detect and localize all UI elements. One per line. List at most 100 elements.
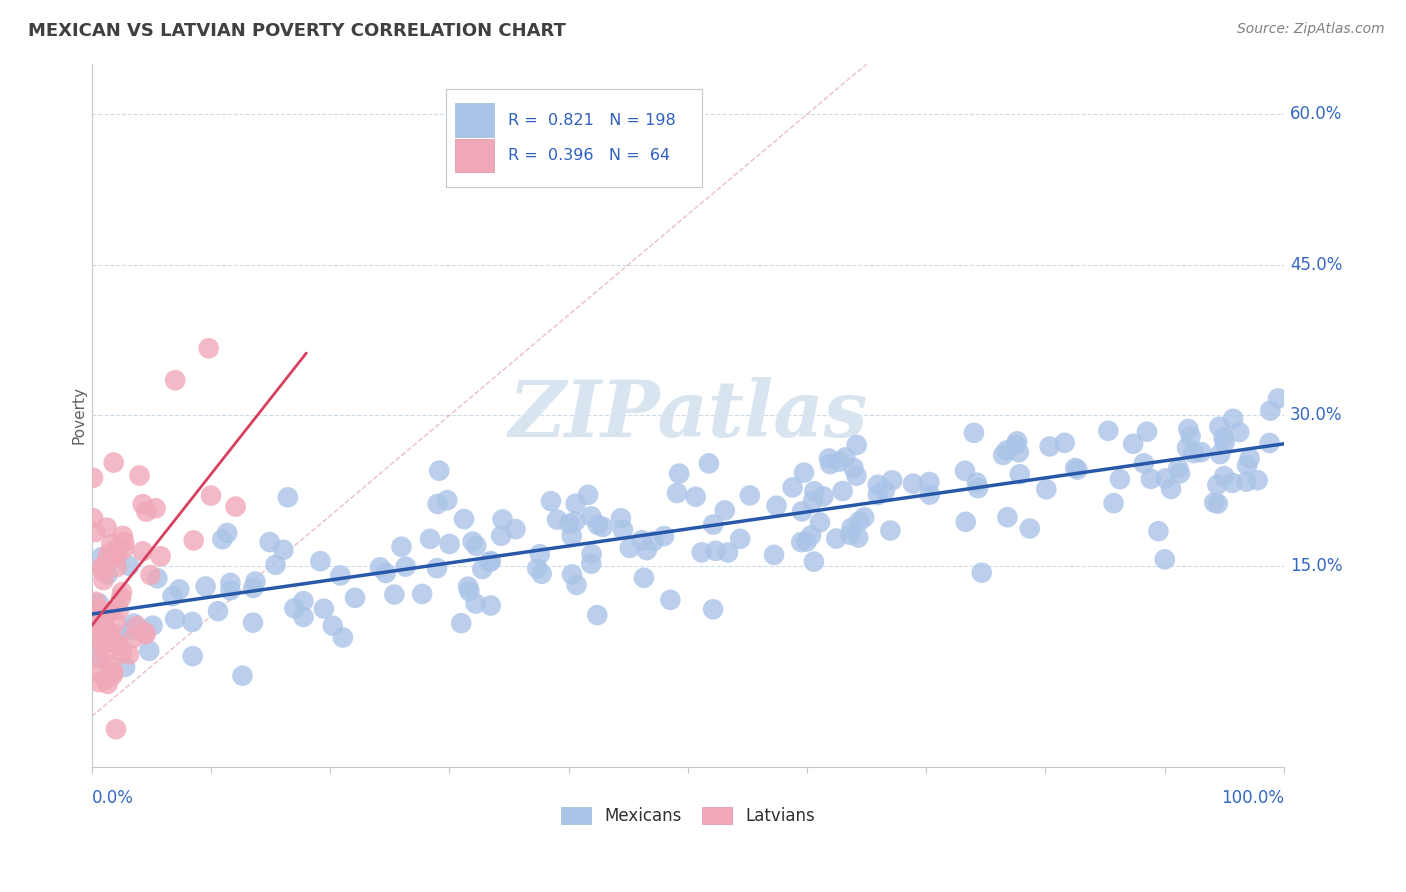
Point xyxy=(953,464,976,478)
Point xyxy=(685,490,707,504)
Point xyxy=(970,566,993,580)
Point xyxy=(1206,497,1229,511)
Point xyxy=(111,585,134,599)
Point xyxy=(112,541,135,556)
Point xyxy=(87,596,110,610)
Point xyxy=(668,467,690,481)
Point xyxy=(1122,437,1144,451)
Point xyxy=(86,627,108,641)
Point xyxy=(139,568,162,582)
Point xyxy=(108,639,131,653)
Point xyxy=(93,621,115,635)
Point xyxy=(825,532,848,546)
Point xyxy=(100,657,122,672)
Legend: Mexicans, Latvians: Mexicans, Latvians xyxy=(561,806,814,825)
Point xyxy=(1097,424,1119,438)
Point xyxy=(105,560,128,574)
Point xyxy=(149,549,172,564)
Point xyxy=(277,491,299,505)
Point xyxy=(219,575,242,590)
Point xyxy=(1213,435,1236,450)
Point xyxy=(273,542,295,557)
Point xyxy=(183,533,205,548)
Point xyxy=(564,515,586,529)
Point xyxy=(842,460,865,475)
Point xyxy=(619,541,641,555)
Point xyxy=(87,665,110,680)
Point xyxy=(122,616,145,631)
FancyBboxPatch shape xyxy=(446,88,702,187)
Point xyxy=(169,582,191,597)
Point xyxy=(1267,392,1289,406)
Text: MEXICAN VS LATVIAN POVERTY CORRELATION CHART: MEXICAN VS LATVIAN POVERTY CORRELATION C… xyxy=(28,22,567,40)
Point xyxy=(97,567,120,582)
Point xyxy=(728,532,751,546)
Point xyxy=(104,542,127,557)
Point xyxy=(808,516,831,530)
Point xyxy=(181,649,204,664)
Point xyxy=(96,646,118,660)
Point xyxy=(436,493,458,508)
Point xyxy=(790,504,813,518)
Point xyxy=(818,451,841,466)
Point xyxy=(118,648,141,662)
Point xyxy=(464,597,486,611)
Point xyxy=(1212,430,1234,444)
Point xyxy=(997,510,1019,524)
Point xyxy=(901,476,924,491)
Point xyxy=(121,623,143,637)
Text: R =  0.821   N = 198: R = 0.821 N = 198 xyxy=(508,112,675,128)
Point xyxy=(1189,445,1212,459)
Text: 0.0%: 0.0% xyxy=(91,789,134,806)
Point xyxy=(1182,446,1205,460)
Point xyxy=(479,554,502,568)
Point xyxy=(194,579,217,593)
Point xyxy=(207,604,229,618)
Point xyxy=(103,456,125,470)
Point xyxy=(97,548,120,562)
Point xyxy=(1053,435,1076,450)
Point xyxy=(391,540,413,554)
Point xyxy=(1004,438,1026,452)
Point xyxy=(118,558,141,573)
Point xyxy=(83,598,105,612)
Point xyxy=(217,526,239,541)
Point xyxy=(309,554,332,568)
Point xyxy=(439,537,461,551)
Point xyxy=(866,477,889,491)
Point xyxy=(1236,475,1258,489)
Point xyxy=(1177,422,1199,436)
Point xyxy=(82,471,104,485)
Y-axis label: Poverty: Poverty xyxy=(72,386,86,444)
Point xyxy=(581,509,603,524)
Point xyxy=(697,457,720,471)
Point xyxy=(1153,552,1175,566)
Point xyxy=(813,490,835,504)
Point xyxy=(846,531,869,545)
Point xyxy=(122,632,145,646)
Point xyxy=(1008,445,1031,459)
Point xyxy=(666,486,689,500)
Point xyxy=(114,660,136,674)
Point xyxy=(96,521,118,535)
Point xyxy=(845,468,868,483)
Point xyxy=(879,524,901,538)
Point xyxy=(1222,412,1244,426)
Point xyxy=(1213,469,1236,483)
Point xyxy=(818,457,841,471)
Point xyxy=(145,501,167,516)
Point xyxy=(963,425,986,440)
Point xyxy=(631,533,654,548)
Point xyxy=(530,566,553,581)
Point xyxy=(918,475,941,489)
Point xyxy=(91,619,114,633)
Point xyxy=(103,665,125,680)
Point xyxy=(245,574,267,589)
Point xyxy=(1154,471,1177,485)
Point xyxy=(165,373,187,387)
Point xyxy=(610,511,633,525)
Point xyxy=(84,525,107,540)
Point xyxy=(86,606,108,620)
Point xyxy=(146,571,169,585)
Point xyxy=(702,517,724,532)
